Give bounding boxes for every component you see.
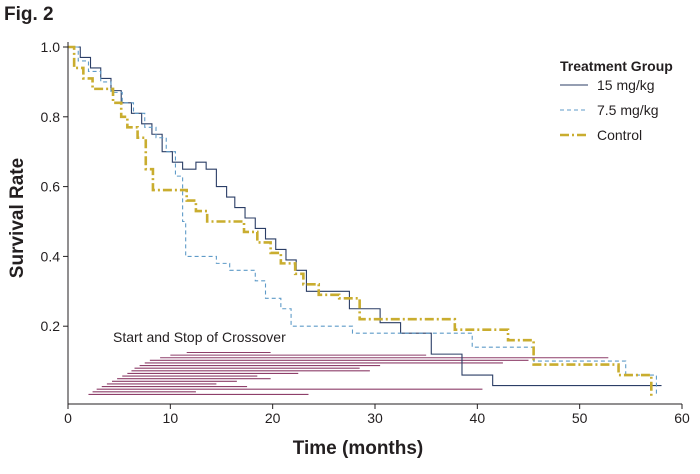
x-tick-group: 0 10 20 30 40 50 60 bbox=[64, 404, 690, 426]
x-tick-label: 30 bbox=[367, 410, 383, 426]
y-tick-label: 1.0 bbox=[41, 39, 61, 55]
y-axis-title: Survival Rate bbox=[7, 158, 28, 278]
legend-label-control: Control bbox=[597, 127, 642, 143]
legend-items: 15 mg/kg 7.5 mg/kg Control bbox=[560, 77, 658, 143]
crossover-annotation: Start and Stop of Crossover bbox=[113, 329, 286, 345]
y-tick-label: 0.4 bbox=[41, 248, 61, 264]
x-axis-title: Time (months) bbox=[293, 438, 424, 459]
axes bbox=[67, 42, 682, 405]
legend-label-7-5-mg-kg: 7.5 mg/kg bbox=[597, 102, 658, 118]
x-tick-label: 40 bbox=[470, 410, 486, 426]
series-line-control bbox=[68, 45, 653, 396]
legend-label-15-mg-kg: 15 mg/kg bbox=[597, 77, 655, 93]
y-tick-label: 0.6 bbox=[41, 179, 61, 195]
survival-curves bbox=[68, 45, 662, 396]
series-line-7-5-mg-kg bbox=[68, 46, 657, 396]
crossover-lines bbox=[88, 351, 609, 395]
x-tick-label: 0 bbox=[64, 410, 72, 426]
x-tick-label: 20 bbox=[265, 410, 281, 426]
legend: Treatment Group 15 mg/kg 7.5 mg/kg Control bbox=[560, 58, 673, 143]
x-tick-label: 10 bbox=[163, 410, 179, 426]
legend-title: Treatment Group bbox=[560, 58, 673, 74]
x-tick-label: 50 bbox=[572, 410, 588, 426]
y-tick-group: 0.2 0.4 0.6 0.8 1.0 bbox=[41, 39, 68, 334]
y-tick-label: 0.8 bbox=[41, 109, 61, 125]
series-line-15-mg-kg bbox=[68, 46, 662, 387]
y-tick-label: 0.2 bbox=[41, 318, 61, 334]
x-tick-label: 60 bbox=[674, 410, 690, 426]
figure-label: Fig. 2 bbox=[4, 4, 54, 25]
